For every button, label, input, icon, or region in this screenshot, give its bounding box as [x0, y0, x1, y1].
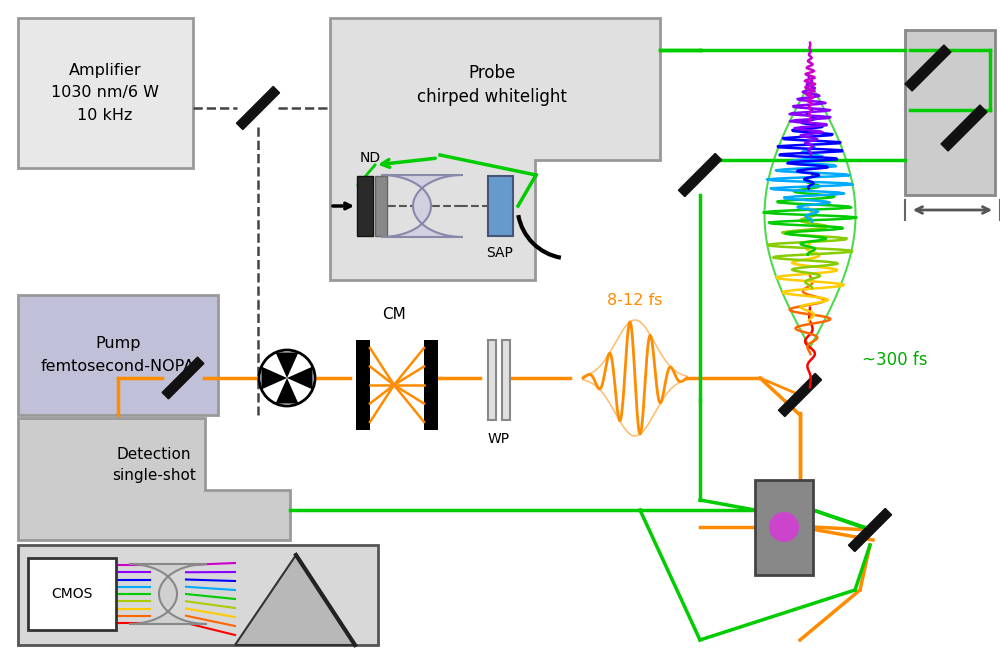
- Bar: [424, 340, 438, 430]
- Bar: [357, 176, 373, 236]
- Bar: [488, 176, 513, 236]
- Text: ND: ND: [359, 151, 381, 165]
- Polygon shape: [778, 374, 822, 416]
- Text: Detection
single-shot: Detection single-shot: [112, 447, 196, 483]
- Bar: [18, 18, 193, 168]
- Bar: [488, 340, 496, 420]
- Bar: [18, 545, 378, 645]
- Bar: [375, 176, 387, 236]
- Bar: [905, 30, 995, 195]
- Text: Pump
femtosecond-NOPA: Pump femtosecond-NOPA: [41, 336, 195, 374]
- Bar: [28, 558, 116, 630]
- Polygon shape: [261, 366, 287, 389]
- Text: CM: CM: [382, 307, 406, 322]
- Bar: [502, 340, 510, 420]
- Circle shape: [769, 512, 799, 542]
- Bar: [755, 480, 813, 575]
- Polygon shape: [848, 509, 892, 552]
- Text: CMOS: CMOS: [51, 587, 93, 601]
- Text: 8-12 fs: 8-12 fs: [607, 293, 663, 308]
- Text: Amplifier
1030 nm/6 W
10 kHz: Amplifier 1030 nm/6 W 10 kHz: [51, 63, 159, 123]
- Bar: [18, 295, 218, 415]
- Polygon shape: [287, 366, 313, 389]
- Text: ~300 fs: ~300 fs: [862, 351, 928, 369]
- Text: Probe
chirped whitelight: Probe chirped whitelight: [417, 63, 567, 107]
- Polygon shape: [276, 353, 298, 378]
- Polygon shape: [905, 45, 951, 91]
- Polygon shape: [162, 357, 204, 399]
- Polygon shape: [129, 564, 207, 624]
- Text: WP: WP: [488, 432, 510, 446]
- Polygon shape: [330, 18, 660, 280]
- Polygon shape: [276, 378, 298, 403]
- Polygon shape: [381, 175, 463, 237]
- Text: SAP: SAP: [487, 246, 513, 260]
- Polygon shape: [18, 418, 290, 540]
- Polygon shape: [235, 555, 355, 645]
- Polygon shape: [941, 105, 987, 151]
- Circle shape: [259, 350, 315, 406]
- Polygon shape: [678, 154, 722, 196]
- Polygon shape: [236, 86, 280, 130]
- Bar: [356, 340, 370, 430]
